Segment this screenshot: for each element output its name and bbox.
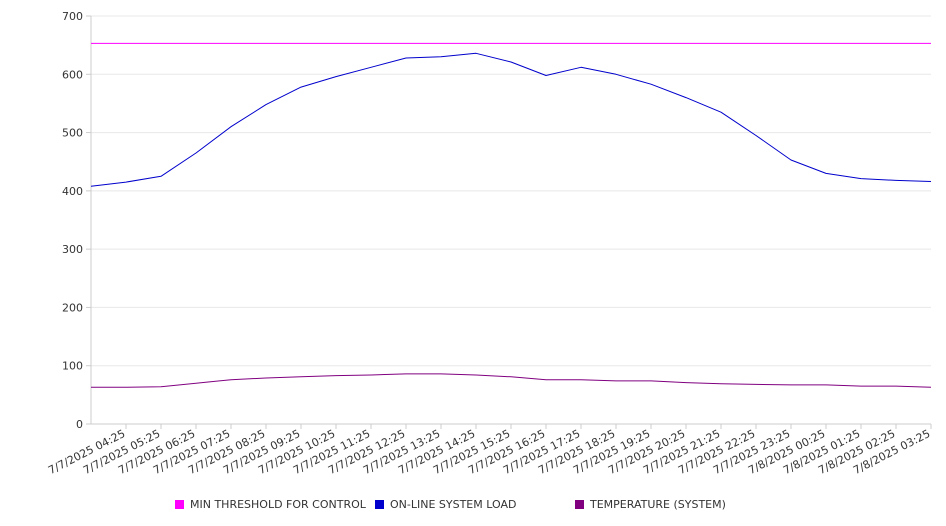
legend-label-temperature: TEMPERATURE (SYSTEM): [590, 498, 726, 511]
gridlines: [91, 15, 931, 367]
y-tick-label: 400: [62, 185, 83, 198]
series-lines: [90, 42, 932, 388]
legend-label-system-load: ON-LINE SYSTEM LOAD: [390, 498, 517, 511]
legend-swatch-system-load: [375, 500, 384, 509]
legend-swatch-min-threshold: [175, 500, 184, 509]
y-tick-label: 0: [76, 418, 83, 431]
y-tick-label: 700: [62, 10, 83, 23]
legend-item-temperature[interactable]: TEMPERATURE (SYSTEM): [575, 498, 726, 511]
y-tick-label: 200: [62, 301, 83, 314]
legend-item-system-load[interactable]: ON-LINE SYSTEM LOAD: [375, 498, 516, 511]
series-line-1: [90, 52, 932, 187]
legend-item-min-threshold[interactable]: MIN THRESHOLD FOR CONTROL: [175, 498, 366, 511]
axes: [90, 16, 931, 425]
x-tick-labels: 7/7/2025 04:257/7/2025 05:257/7/2025 06:…: [46, 424, 932, 477]
legend-label-min-threshold: MIN THRESHOLD FOR CONTROL: [190, 498, 366, 511]
legend-swatch-temperature: [575, 500, 584, 509]
y-tick-labels: 0 100 200 300 400 500 600 700: [62, 10, 91, 431]
series-line-2: [91, 373, 932, 388]
y-tick-label: 100: [62, 360, 83, 373]
y-tick-label: 500: [62, 127, 83, 140]
legend: MIN THRESHOLD FOR CONTROL ON-LINE SYSTEM…: [0, 498, 946, 514]
y-tick-label: 600: [62, 68, 83, 81]
y-tick-label: 300: [62, 243, 83, 256]
